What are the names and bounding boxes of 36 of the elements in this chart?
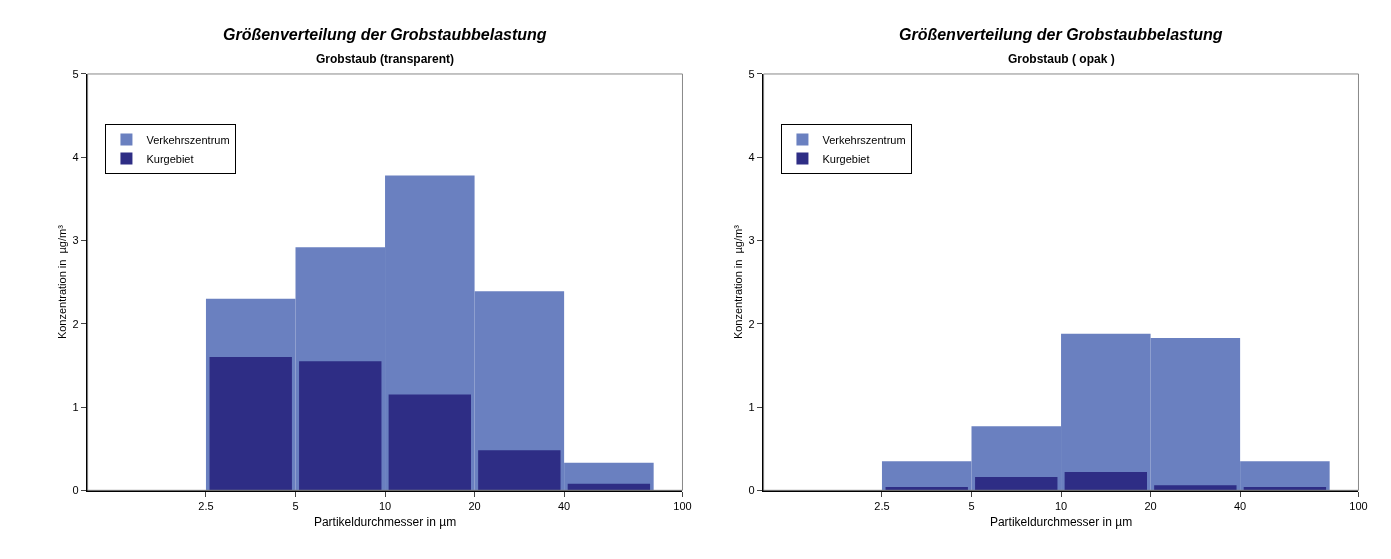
y-tick-label: 0 (748, 484, 755, 497)
x-tick-label: 20 (1144, 500, 1157, 513)
chart-subtitle: Grobstaub (transparent) (316, 52, 455, 66)
x-tick-label: 40 (557, 500, 571, 513)
y-axis-title: Konzentration in µg/m³ (55, 224, 68, 340)
x-axis-title: Partikeldurchmesser in µm (313, 514, 457, 529)
x-tick-label: 10 (1054, 500, 1068, 513)
x-tick-label: 2.5 (874, 500, 890, 513)
legend-label: Kurgebiet (822, 152, 870, 165)
x-axis-title: Partikeldurchmesser in µm (989, 514, 1133, 529)
legend-label: Verkehrszentrum (146, 133, 230, 146)
x-tick-label: 2.5 (198, 500, 214, 513)
y-tick-label: 1 (748, 400, 755, 413)
x-tick-label: 100 (673, 500, 692, 513)
legend-label: Kurgebiet (146, 152, 194, 165)
y-axis-title: Konzentration in µg/m³ (731, 224, 744, 340)
legend-label: Verkehrszentrum (822, 133, 906, 146)
y-tick-label: 1 (72, 400, 79, 413)
y-tick-label: 5 (72, 67, 79, 80)
y-tick-label: 3 (748, 234, 755, 247)
chart-title: Größenverteilung der Grobstaubbelastung (223, 26, 547, 43)
x-tick-label: 100 (1349, 500, 1368, 513)
x-tick-label: 5 (968, 500, 975, 513)
y-tick-label: 5 (748, 67, 755, 80)
x-tick-label: 5 (292, 500, 299, 513)
x-tick-label: 40 (1233, 500, 1247, 513)
chart-subtitle: Grobstaub ( opak ) (1008, 52, 1115, 66)
x-tick-label: 20 (468, 500, 481, 513)
chart-title: Größenverteilung der Grobstaubbelastung (899, 26, 1223, 43)
y-tick-label: 3 (72, 234, 79, 247)
y-tick-label: 2 (72, 317, 79, 330)
y-tick-label: 2 (748, 317, 755, 330)
x-tick-label: 10 (378, 500, 392, 513)
y-tick-label: 0 (72, 484, 79, 497)
y-tick-label: 4 (72, 151, 79, 164)
y-tick-label: 4 (748, 151, 755, 164)
